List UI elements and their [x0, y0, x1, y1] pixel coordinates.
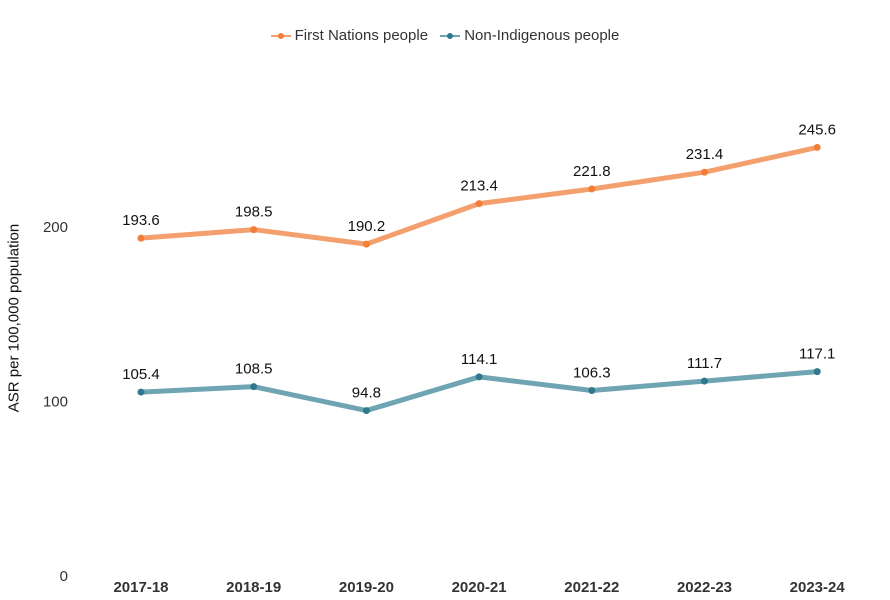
y-tick-label: 200	[43, 219, 68, 236]
x-tick-label: 2019-20	[339, 579, 394, 596]
data-point-0	[137, 234, 145, 242]
x-tick-label: 2022-23	[677, 579, 732, 596]
legend-label-non-indigenous: Non-Indigenous people	[464, 27, 620, 44]
x-tick-label: 2017-18	[113, 579, 168, 596]
data-label-0: 190.2	[348, 218, 386, 235]
data-point-0	[362, 240, 370, 248]
data-label-1: 105.4	[122, 366, 160, 383]
data-point-1	[588, 387, 596, 395]
legend-item-first-nations[interactable]: First Nations people	[270, 27, 429, 44]
legend-item-non-indigenous[interactable]: Non-Indigenous people	[440, 27, 619, 44]
x-tick-label: 2018-19	[226, 579, 281, 596]
x-tick-label: 2020-21	[452, 579, 507, 596]
legend: First Nations people Non-Indigenous peop…	[0, 27, 890, 46]
data-point-1	[701, 377, 708, 385]
data-point-1	[250, 383, 258, 391]
data-point-0	[701, 168, 708, 176]
data-label-1: 114.1	[461, 351, 497, 368]
y-tick-label: 100	[43, 394, 68, 411]
data-point-0	[588, 185, 596, 193]
data-point-1	[362, 407, 370, 415]
data-label-1: 117.1	[799, 346, 835, 363]
x-tick-label: 2021-22	[564, 579, 619, 596]
data-label-0: 231.4	[686, 146, 724, 163]
data-label-1: 94.8	[352, 385, 381, 402]
data-label-0: 198.5	[235, 204, 273, 221]
data-point-0	[475, 200, 483, 208]
data-label-1: 108.5	[235, 361, 273, 378]
legend-swatch-non-indigenous	[440, 30, 461, 42]
data-point-0	[813, 143, 821, 151]
data-point-0	[250, 226, 258, 234]
y-tick-label: 0	[60, 568, 68, 585]
legend-swatch-first-nations	[270, 30, 291, 42]
data-label-1: 106.3	[573, 365, 611, 382]
x-tick-label: 2023-24	[790, 579, 846, 596]
data-point-1	[137, 388, 145, 396]
data-point-1	[813, 368, 821, 376]
data-label-0: 213.4	[460, 178, 498, 195]
data-point-1	[475, 373, 483, 381]
data-label-0: 245.6	[798, 121, 836, 138]
data-label-0: 193.6	[122, 212, 160, 229]
data-label-0: 221.8	[573, 163, 611, 180]
data-label-1: 111.7	[687, 355, 722, 372]
legend-label-first-nations: First Nations people	[294, 27, 429, 44]
